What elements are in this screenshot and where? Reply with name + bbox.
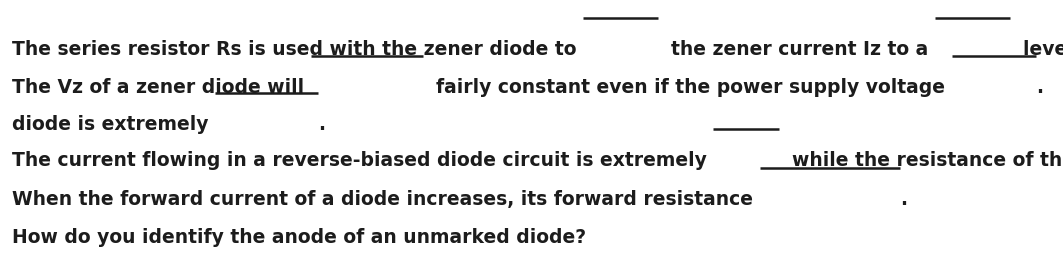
Text: When the forward current of a diode increases, its forward resistance: When the forward current of a diode incr… [12, 190, 759, 209]
Text: The Vz of a zener diode will: The Vz of a zener diode will [12, 78, 310, 97]
Text: while the resistance of the: while the resistance of the [779, 151, 1063, 170]
Text: diode is extremely: diode is extremely [12, 115, 215, 134]
Text: _______________: _______________ [759, 190, 900, 209]
Text: .: . [318, 115, 325, 134]
Text: ___________: ___________ [215, 115, 318, 134]
Text: _________: _________ [951, 78, 1036, 97]
Text: ________: ________ [583, 40, 658, 59]
Text: fairly constant even if the power supply voltage: fairly constant even if the power supply… [423, 78, 951, 97]
Text: level.: level. [1010, 40, 1063, 59]
Text: _______: _______ [713, 151, 779, 170]
Text: .: . [1036, 78, 1043, 97]
Text: the zener current Iz to a: the zener current Iz to a [658, 40, 934, 59]
Text: The series resistor Rs is used with the zener diode to: The series resistor Rs is used with the … [12, 40, 583, 59]
Text: The current flowing in a reverse-biased diode circuit is extremely: The current flowing in a reverse-biased … [12, 151, 713, 170]
Text: .: . [900, 190, 907, 209]
Text: ________: ________ [934, 40, 1010, 59]
Text: ____________: ____________ [310, 78, 423, 97]
Text: How do you identify the anode of an unmarked diode?: How do you identify the anode of an unma… [12, 228, 586, 247]
